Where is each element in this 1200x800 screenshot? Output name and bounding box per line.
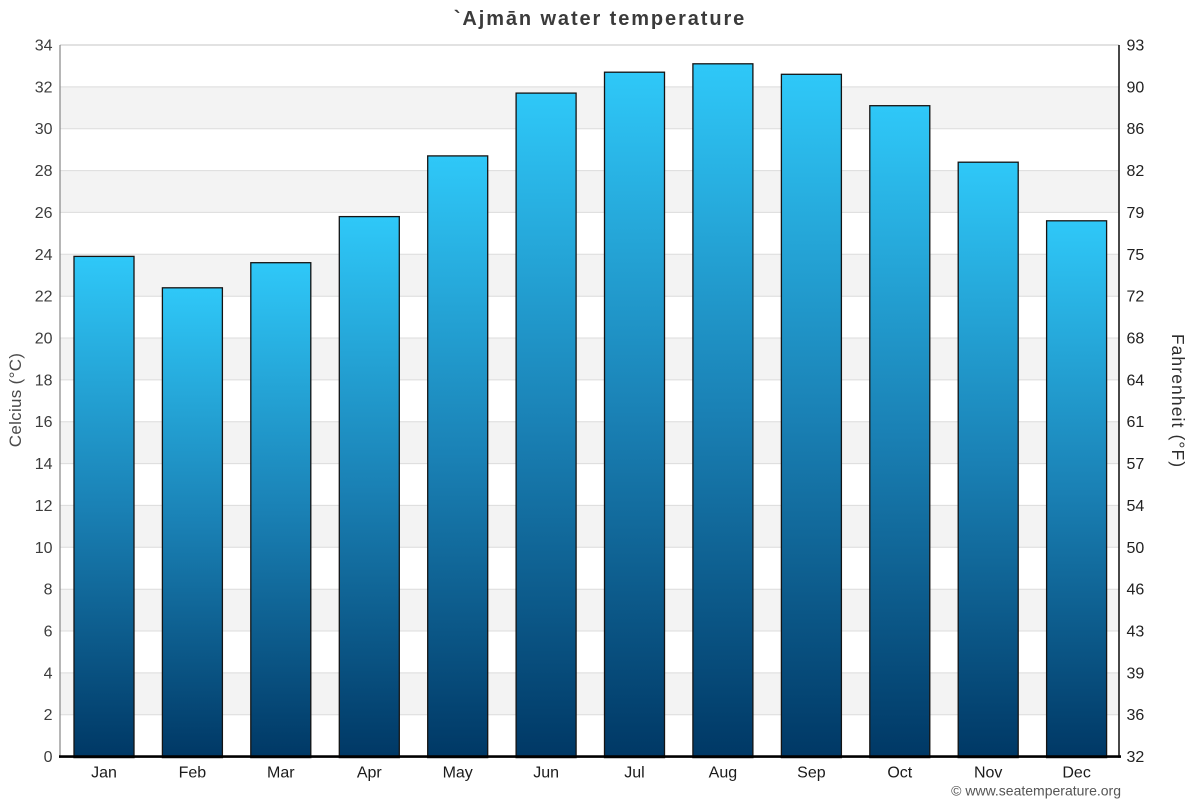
svg-text:54: 54 — [1127, 498, 1145, 515]
svg-text:Jan: Jan — [91, 765, 117, 782]
svg-text:© www.seatemperature.org: © www.seatemperature.org — [951, 783, 1121, 799]
svg-text:Nov: Nov — [974, 765, 1002, 782]
svg-text:`Ajmān water temperature: `Ajmān water temperature — [454, 8, 746, 30]
svg-text:Feb: Feb — [179, 765, 207, 782]
svg-text:20: 20 — [35, 331, 53, 348]
svg-text:Jun: Jun — [533, 765, 559, 782]
svg-text:90: 90 — [1127, 79, 1145, 96]
svg-text:50: 50 — [1127, 540, 1145, 557]
svg-text:32: 32 — [35, 79, 53, 96]
svg-text:Apr: Apr — [357, 765, 383, 782]
svg-text:24: 24 — [35, 247, 53, 264]
svg-text:Mar: Mar — [267, 765, 295, 782]
svg-text:72: 72 — [1127, 289, 1145, 306]
svg-text:8: 8 — [44, 582, 53, 599]
svg-text:14: 14 — [35, 456, 53, 473]
svg-text:12: 12 — [35, 498, 53, 515]
svg-text:79: 79 — [1127, 205, 1145, 222]
svg-text:0: 0 — [44, 749, 53, 766]
svg-text:16: 16 — [35, 414, 53, 431]
svg-text:Celcius (°C): Celcius (°C) — [6, 353, 25, 447]
svg-text:75: 75 — [1127, 247, 1145, 264]
svg-text:Fahrenheit (°F): Fahrenheit (°F) — [1168, 334, 1188, 468]
svg-text:Aug: Aug — [709, 765, 737, 782]
svg-text:64: 64 — [1127, 372, 1145, 389]
svg-text:Dec: Dec — [1062, 765, 1090, 782]
svg-text:10: 10 — [35, 540, 53, 557]
svg-text:43: 43 — [1127, 624, 1145, 641]
svg-text:2: 2 — [44, 707, 53, 724]
svg-text:30: 30 — [35, 121, 53, 138]
svg-text:34: 34 — [35, 38, 53, 55]
svg-text:6: 6 — [44, 624, 53, 641]
svg-text:86: 86 — [1127, 121, 1145, 138]
svg-text:39: 39 — [1127, 665, 1145, 682]
svg-text:61: 61 — [1127, 414, 1145, 431]
svg-text:57: 57 — [1127, 456, 1145, 473]
svg-text:36: 36 — [1127, 707, 1145, 724]
svg-text:26: 26 — [35, 205, 53, 222]
svg-text:Oct: Oct — [887, 765, 912, 782]
svg-text:82: 82 — [1127, 163, 1145, 180]
svg-text:May: May — [443, 765, 473, 782]
svg-text:68: 68 — [1127, 331, 1145, 348]
svg-text:28: 28 — [35, 163, 53, 180]
svg-text:18: 18 — [35, 372, 53, 389]
svg-text:4: 4 — [44, 665, 53, 682]
svg-text:Sep: Sep — [797, 765, 826, 782]
svg-text:22: 22 — [35, 289, 53, 306]
svg-text:Jul: Jul — [624, 765, 644, 782]
svg-text:46: 46 — [1127, 582, 1145, 599]
svg-text:32: 32 — [1127, 749, 1145, 766]
svg-text:93: 93 — [1127, 38, 1145, 55]
